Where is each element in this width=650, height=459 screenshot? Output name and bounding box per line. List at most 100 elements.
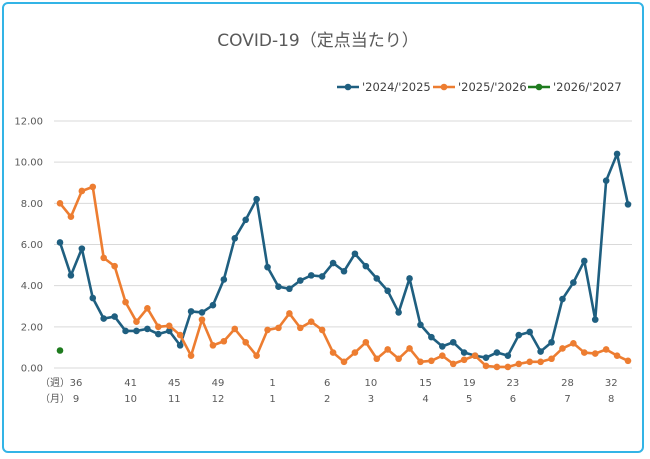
legend: '2024/'2025 '2025/'2026 '2026/'2027 [337,80,622,94]
y-tick-label: 6.00 [21,240,43,251]
data-point [56,239,64,246]
data-point [384,346,391,353]
data-point [253,352,260,359]
data-point [89,294,97,302]
data-point [133,318,140,325]
data-point [318,326,326,334]
x-month-tick-label: 5 [466,394,472,405]
data-point [570,279,577,286]
data-point [264,326,271,334]
x-month-tick-label: 7 [564,394,570,405]
data-point [602,177,610,184]
series-line [58,185,629,369]
data-point [242,216,249,224]
x-week-tick-label: 1 [269,378,275,389]
x-month-tick-label: 8 [608,394,614,405]
y-tick-label: 8.00 [21,199,43,210]
data-point [570,340,577,347]
data-point [307,318,315,325]
data-point [329,349,337,356]
data-point [482,354,490,362]
data-point [253,195,260,203]
legend-label: '2025/'2026 [458,80,527,94]
data-point [526,328,533,336]
data-point [329,259,337,267]
data-point [176,331,184,339]
data-point [198,316,206,323]
x-week-tick-label: 45 [168,378,181,389]
data-point [439,352,446,359]
data-point [504,363,512,371]
data-point [220,337,228,345]
data-point [155,330,162,338]
data-point [340,267,348,275]
data-point [100,254,107,262]
series-1 [56,150,632,362]
data-point [504,352,512,359]
x-month-tick-label: 9 [73,394,79,405]
data-point [318,273,326,280]
x-week-tick-label: 32 [605,378,618,389]
x-week-tick-label: 49 [212,378,225,389]
x-month-tick-label: 10 [124,394,137,405]
data-point [373,355,381,363]
data-point [581,349,588,356]
x-week-tick-label: 19 [463,378,476,389]
data-point [111,262,118,270]
data-point [449,360,457,368]
chart-title: COVID-19（定点当たり） [217,31,418,51]
data-point [56,200,64,207]
data-point [428,357,435,365]
data-point [548,355,555,363]
data-point [187,308,195,315]
data-point [89,183,97,191]
data-point [187,352,195,359]
grid [54,120,632,369]
series-3 [56,347,64,354]
data-point [613,352,621,359]
data-point [460,349,468,356]
data-point [176,342,184,349]
data-point [395,309,402,316]
data-point [417,321,424,329]
x-week-row-label: （週） [40,377,70,389]
data-point [122,327,129,335]
x-month-tick-label: 11 [168,394,181,405]
data-point [406,275,413,282]
legend-swatch-marker [440,83,448,91]
data-point [591,316,599,323]
data-point [362,338,370,346]
x-week-tick-label: 10 [365,378,378,389]
data-point [231,235,239,242]
data-point [482,362,490,370]
x-week-tick-label: 28 [561,378,574,389]
data-point [122,298,129,306]
data-point [515,331,523,339]
data-point [460,356,468,364]
data-point [264,263,271,271]
data-point [384,287,391,295]
data-point [537,348,544,355]
data-point [275,324,282,332]
chart-frame [2,2,644,453]
data-point [286,285,293,293]
series-2 [56,183,632,371]
data-point [373,275,381,282]
x-month-tick-label: 6 [510,394,516,405]
data-point [581,257,588,265]
legend-label: '2026/'2027 [553,80,622,94]
legend-swatch-marker [535,83,543,91]
y-tick-label: 2.00 [21,322,43,333]
y-tick-label: 0.00 [21,364,43,375]
data-point [406,345,413,352]
data-point [515,360,523,368]
data-point [537,358,544,366]
legend-label: '2024/'2025 [362,80,431,94]
series-group [56,150,632,371]
x-month-tick-label: 3 [368,394,374,405]
data-point [56,347,64,354]
y-axis: 0.00 2.00 4.00 6.00 8.00 10.00 12.00 [14,117,43,375]
data-point [602,346,610,353]
data-point [78,187,86,195]
data-point [100,315,107,322]
